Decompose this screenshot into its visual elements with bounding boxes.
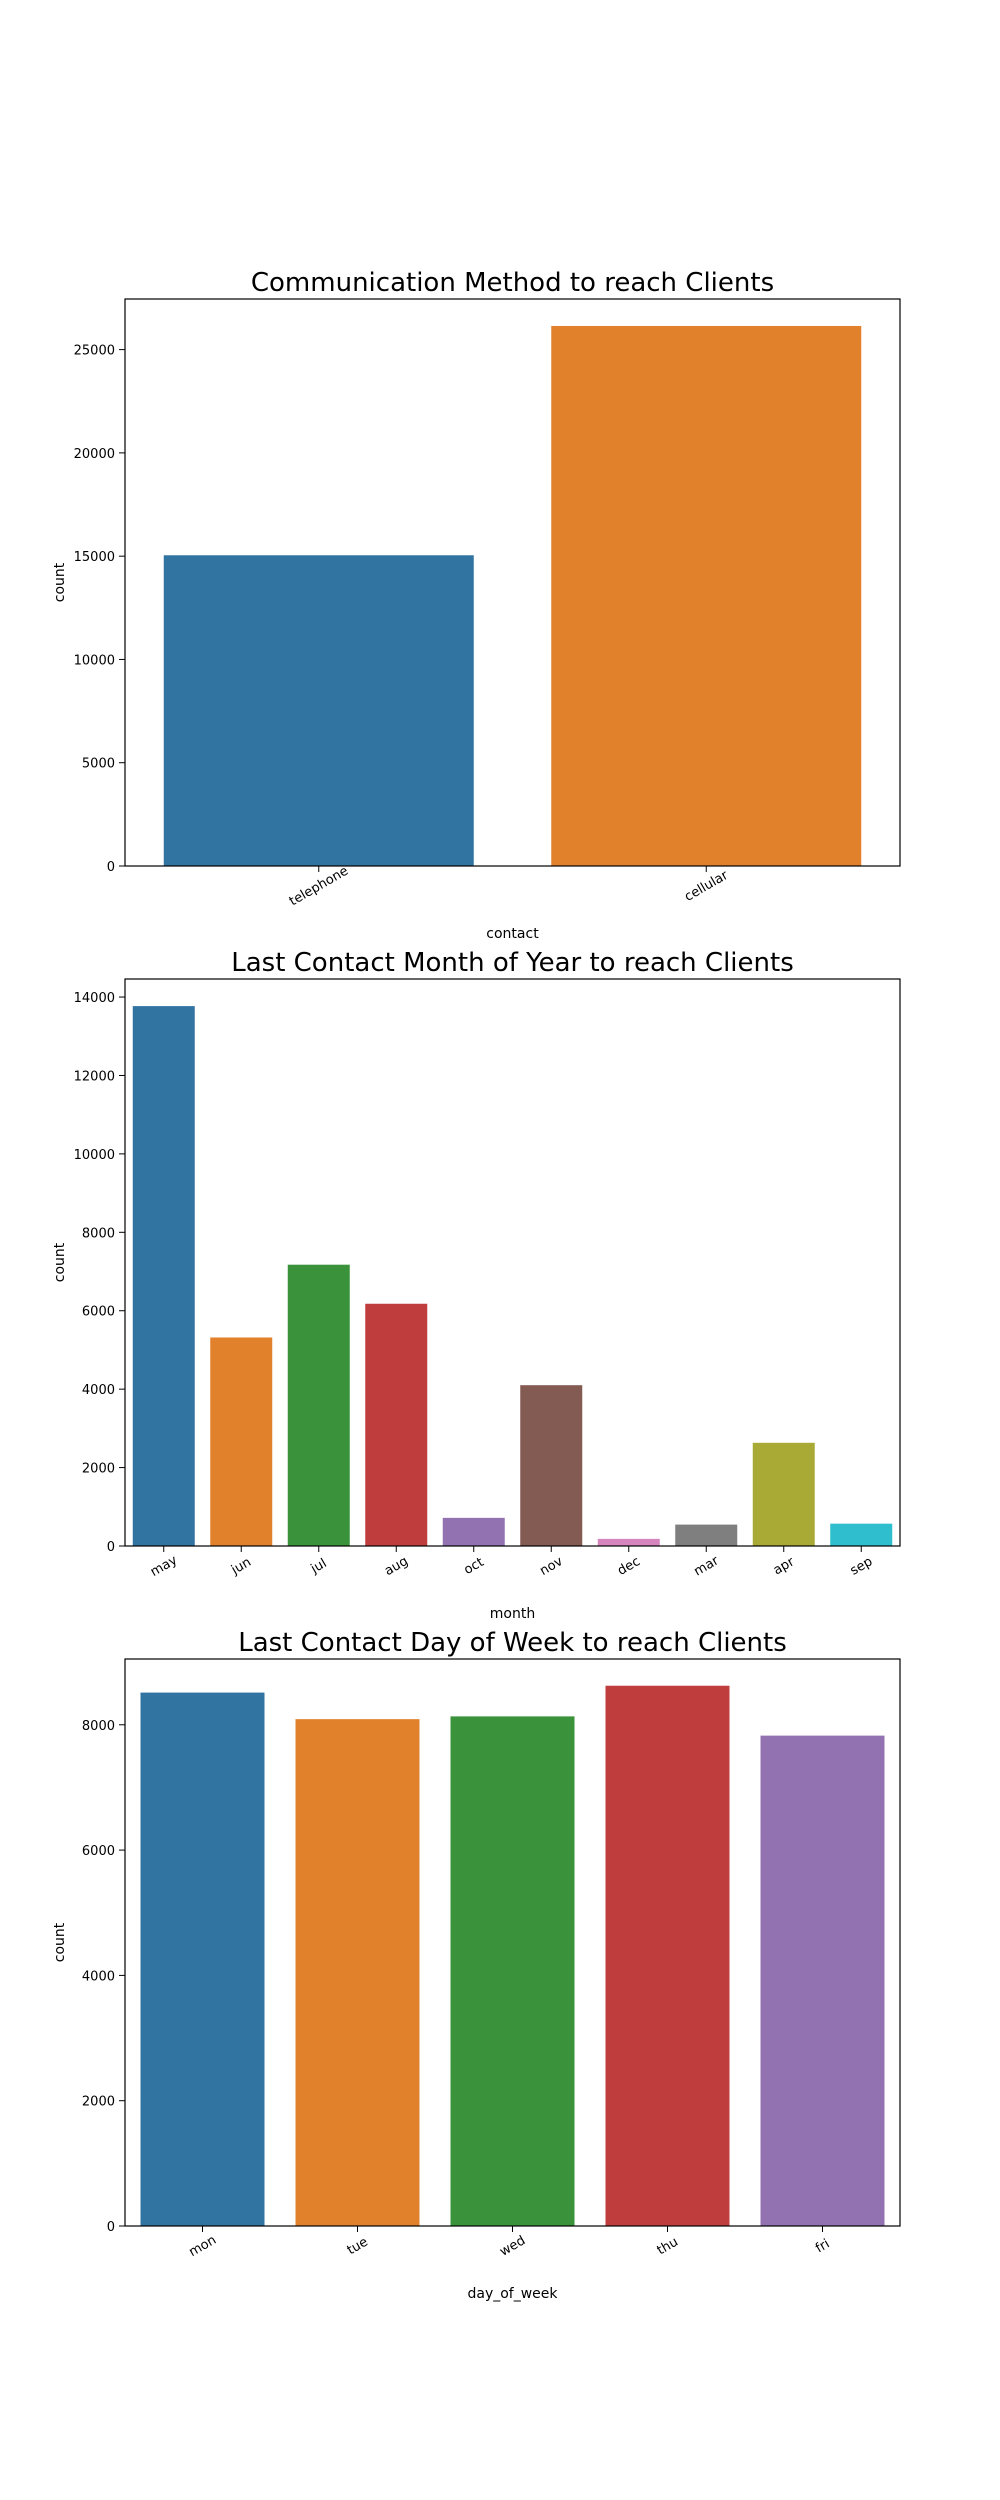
y-tick-label: 0: [107, 1540, 115, 1555]
y-tick-label: 25000: [74, 344, 115, 359]
bar-oct: [442, 1517, 505, 1546]
x-tick-label: fri: [813, 2237, 832, 2257]
y-tick-label: 4000: [82, 1383, 115, 1398]
bar-dec: [597, 1538, 660, 1546]
y-axis-label: count: [52, 1922, 68, 1962]
x-tick-label: dec: [615, 1554, 643, 1579]
x-tick-label: sep: [848, 1554, 875, 1579]
y-axis-label: count: [52, 1242, 68, 1282]
bar-sep: [830, 1523, 893, 1546]
chart-title: Last Contact Month of Year to reach Clie…: [231, 948, 794, 978]
x-tick-label: jul: [308, 1556, 330, 1577]
x-tick-label: thu: [655, 2235, 681, 2259]
y-tick-label: 8000: [82, 1226, 115, 1241]
x-tick-label: oct: [462, 1555, 487, 1578]
bar-mar: [675, 1524, 738, 1546]
bar-tue: [295, 1719, 420, 2226]
chart-title: Communication Method to reach Clients: [251, 268, 774, 298]
y-tick-label: 8000: [82, 1719, 115, 1734]
x-tick-label: jun: [228, 1555, 254, 1579]
x-tick-label: aug: [382, 1554, 411, 1579]
axes-frame: [124, 978, 901, 1547]
y-tick-label: 10000: [74, 653, 115, 668]
y-tick-label: 6000: [82, 1305, 115, 1320]
y-tick-label: 2000: [82, 1462, 115, 1477]
x-axis-label: month: [490, 1606, 535, 1622]
bar-apr: [752, 1442, 815, 1546]
x-tick-label: mon: [187, 2233, 219, 2260]
y-tick-label: 5000: [82, 757, 115, 772]
chart-title: Last Contact Day of Week to reach Client…: [238, 1628, 787, 1658]
bar-thu: [605, 1685, 730, 2226]
chart-2: 0 2000 4000 6000 8000 10000 12000 14000 may jun ju…: [52, 948, 901, 1622]
bar-mon: [140, 1692, 265, 2226]
y-tick-label: 0: [107, 860, 115, 875]
axes-frame: [124, 298, 901, 867]
x-tick-label: wed: [497, 2233, 528, 2259]
y-tick-label: 12000: [74, 1069, 115, 1084]
x-tick-label: may: [148, 1553, 180, 1580]
y-tick-label: 0: [107, 2220, 115, 2235]
x-tick-label: mar: [691, 1553, 722, 1579]
x-tick-label: tue: [345, 2235, 371, 2259]
y-axis-label: count: [52, 562, 68, 602]
bar-telephone: [163, 555, 474, 866]
bar-jul: [287, 1264, 350, 1546]
x-tick-label: cellular: [682, 868, 731, 905]
y-tick-label: 20000: [74, 447, 115, 462]
y-tick-label: 14000: [74, 991, 115, 1006]
x-tick-label: nov: [537, 1554, 565, 1579]
x-axis-label: day_of_week: [467, 2286, 558, 2302]
bar-cellular: [551, 325, 862, 866]
y-tick-label: 10000: [74, 1148, 115, 1163]
bar-wed: [450, 1716, 575, 2226]
bar-fri: [760, 1735, 885, 2226]
chart-3: 0 2000 4000 6000 8000 mon tue wed thu fri Last Con…: [52, 1628, 901, 2302]
y-tick-label: 15000: [74, 550, 115, 565]
y-tick-label: 4000: [82, 1969, 115, 1984]
x-axis-label: contact: [486, 926, 539, 942]
bar-jun: [210, 1337, 273, 1546]
y-tick-label: 2000: [82, 2095, 115, 2110]
bar-nov: [520, 1385, 583, 1546]
x-tick-label: apr: [771, 1554, 798, 1578]
bar-may: [132, 1006, 195, 1546]
bar-aug: [365, 1303, 428, 1546]
y-tick-label: 6000: [82, 1844, 115, 1859]
